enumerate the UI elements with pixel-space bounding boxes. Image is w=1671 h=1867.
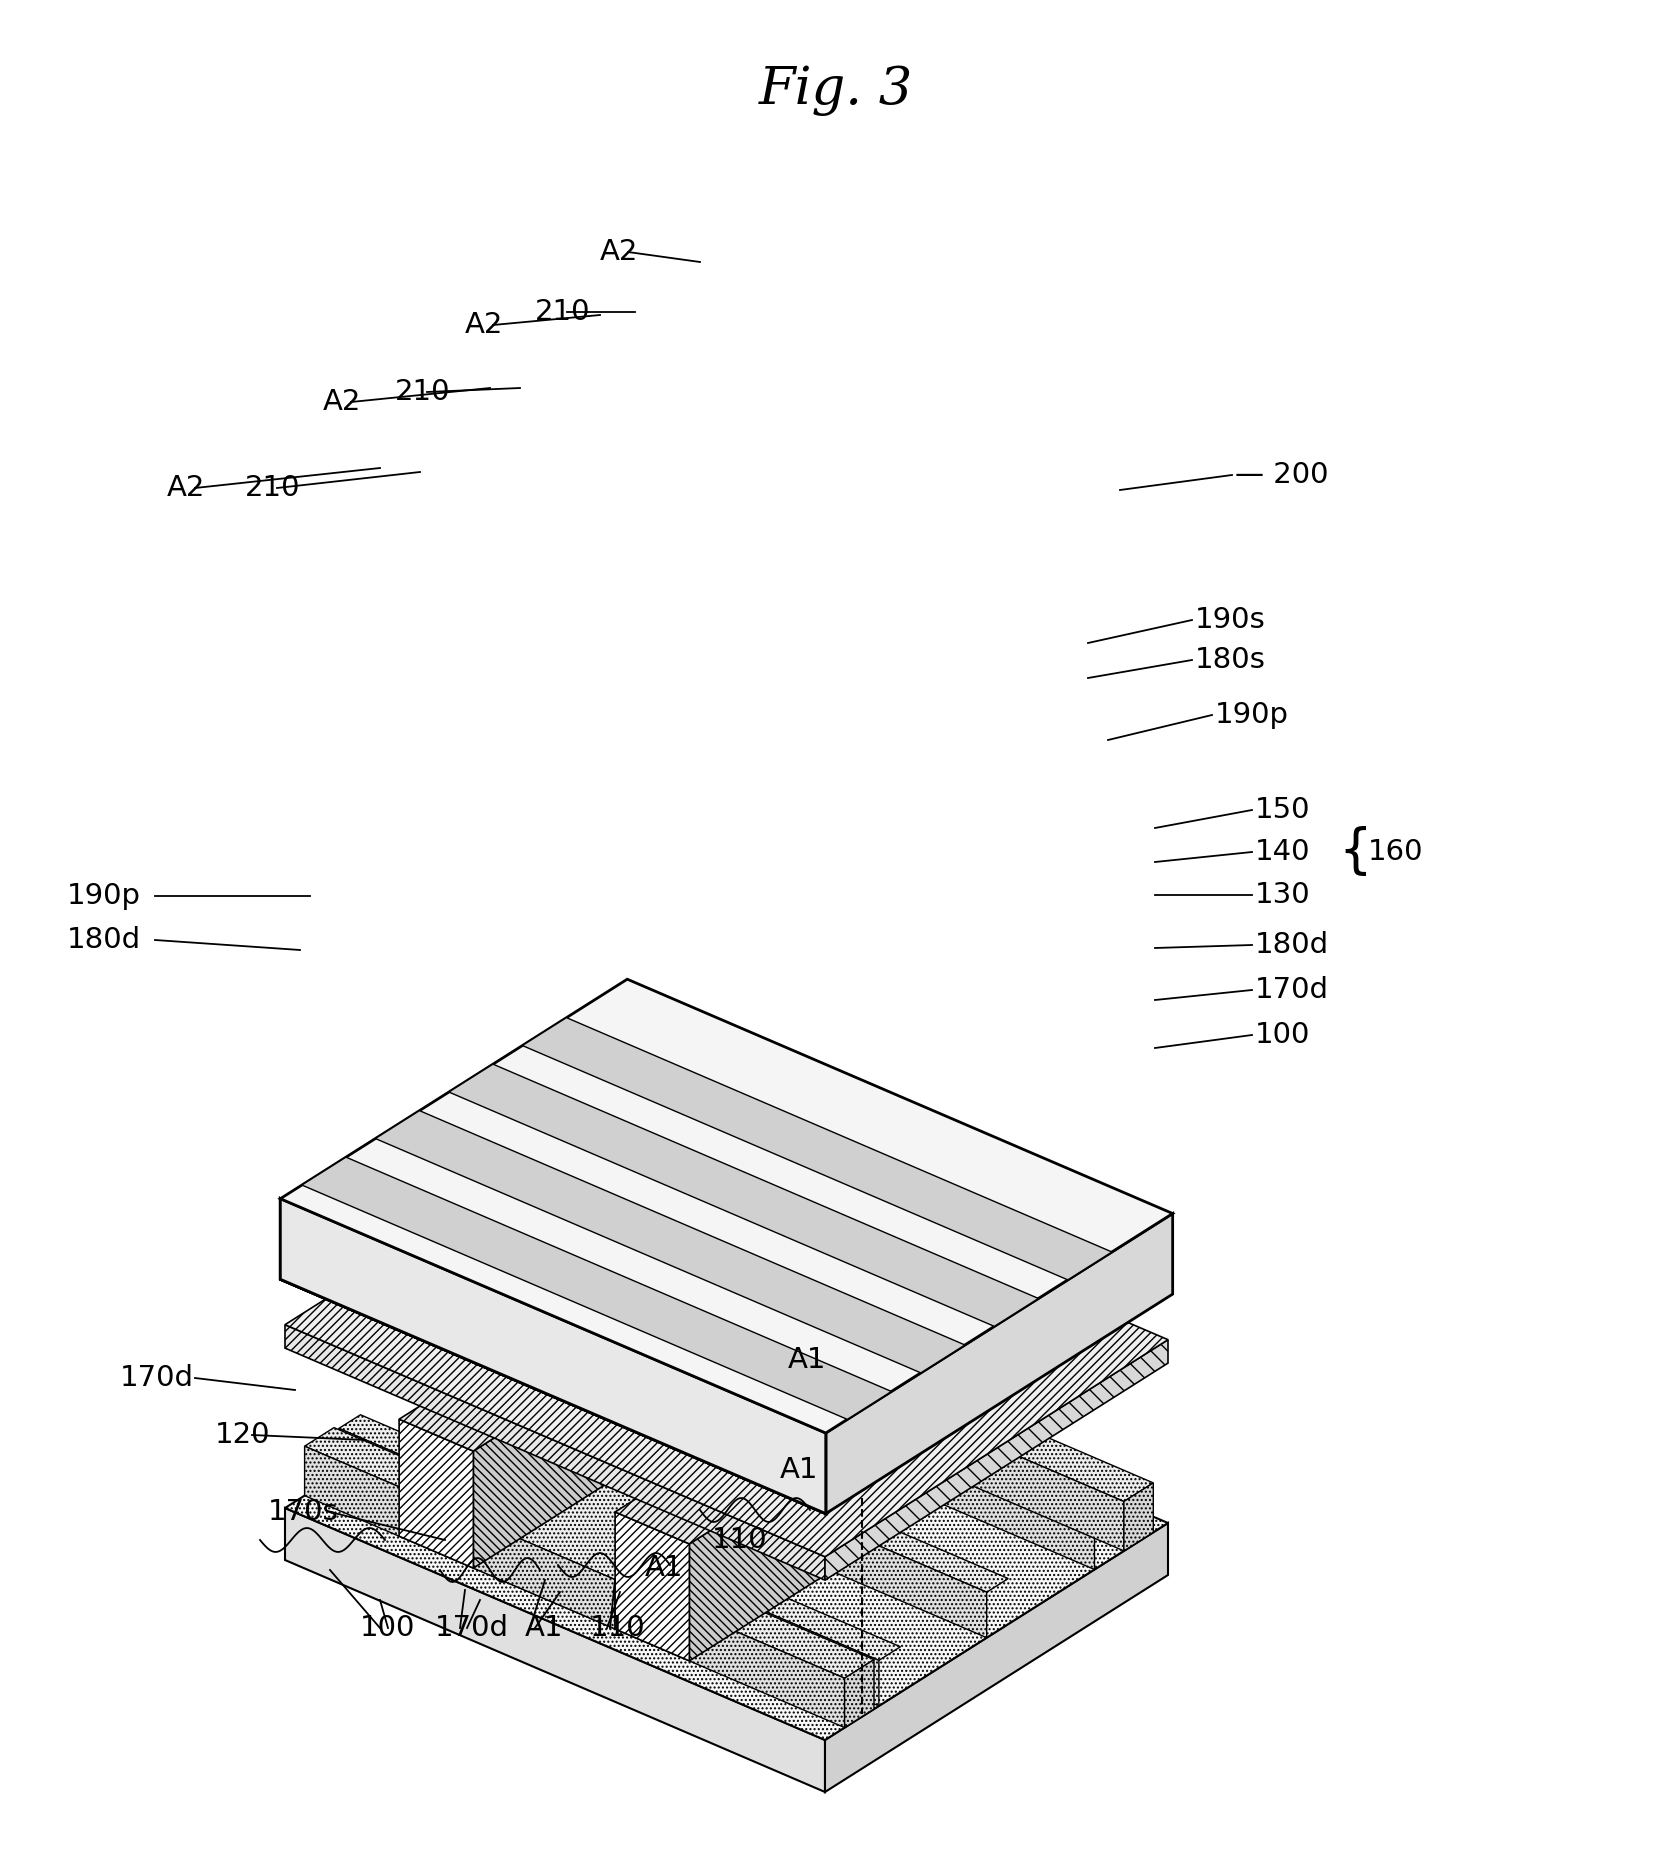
Polygon shape	[757, 1393, 817, 1454]
Polygon shape	[866, 1326, 926, 1387]
Text: 110: 110	[712, 1525, 767, 1553]
Text: A2: A2	[600, 237, 638, 265]
Polygon shape	[650, 1439, 745, 1486]
Polygon shape	[434, 1369, 493, 1430]
Polygon shape	[866, 1303, 961, 1350]
Polygon shape	[757, 1370, 852, 1419]
Polygon shape	[615, 1512, 690, 1662]
Text: 160: 160	[1369, 838, 1424, 866]
Text: 190s: 190s	[1195, 607, 1265, 635]
Polygon shape	[555, 1292, 1095, 1570]
Polygon shape	[304, 1428, 874, 1678]
Text: A2: A2	[323, 388, 361, 416]
Text: 140: 140	[1255, 838, 1310, 866]
Polygon shape	[650, 1232, 709, 1294]
Polygon shape	[602, 1303, 637, 1363]
Polygon shape	[281, 1199, 825, 1514]
Text: 120: 120	[216, 1421, 271, 1449]
Polygon shape	[817, 1397, 852, 1454]
Polygon shape	[376, 1111, 964, 1372]
Text: A2: A2	[167, 474, 206, 502]
Text: A2: A2	[465, 312, 503, 340]
Text: 180s: 180s	[1195, 646, 1267, 674]
Polygon shape	[304, 1447, 844, 1727]
Text: 110: 110	[590, 1613, 645, 1641]
Polygon shape	[703, 1227, 777, 1376]
Polygon shape	[709, 1236, 744, 1294]
Text: 170d: 170d	[434, 1613, 510, 1641]
Polygon shape	[302, 1158, 891, 1419]
Text: 100: 100	[359, 1613, 416, 1641]
Polygon shape	[541, 1301, 602, 1363]
Polygon shape	[690, 1352, 993, 1662]
Text: A1: A1	[525, 1613, 563, 1641]
Polygon shape	[541, 1279, 637, 1326]
Polygon shape	[286, 1290, 1168, 1740]
Text: 210: 210	[394, 377, 451, 405]
Polygon shape	[286, 1107, 1168, 1557]
Text: 180d: 180d	[1255, 932, 1328, 960]
Text: 210: 210	[535, 299, 590, 327]
Text: A1: A1	[645, 1553, 683, 1581]
Text: 170s: 170s	[267, 1497, 339, 1525]
Polygon shape	[926, 1327, 961, 1387]
Polygon shape	[281, 978, 1173, 1434]
Text: 100: 100	[1255, 1021, 1310, 1049]
Polygon shape	[434, 1346, 528, 1395]
Text: 190p: 190p	[1215, 700, 1288, 728]
Polygon shape	[583, 1251, 1153, 1501]
Polygon shape	[825, 1341, 1168, 1579]
Text: 130: 130	[1255, 881, 1310, 909]
Polygon shape	[523, 1018, 1111, 1281]
Polygon shape	[825, 1214, 1173, 1514]
Polygon shape	[650, 1210, 744, 1258]
Polygon shape	[473, 1518, 615, 1630]
Polygon shape	[286, 1509, 825, 1792]
Polygon shape	[399, 1419, 473, 1568]
Polygon shape	[844, 1660, 874, 1727]
Polygon shape	[493, 1372, 528, 1430]
Text: 150: 150	[1255, 795, 1310, 823]
Polygon shape	[1125, 1482, 1153, 1551]
Text: 170d: 170d	[1255, 976, 1328, 1004]
Polygon shape	[281, 1199, 825, 1514]
Text: — 200: — 200	[1235, 461, 1328, 489]
Polygon shape	[615, 1320, 993, 1544]
Polygon shape	[446, 1361, 986, 1637]
Polygon shape	[281, 1199, 825, 1514]
Polygon shape	[473, 1326, 919, 1579]
Polygon shape	[583, 1270, 1125, 1551]
Polygon shape	[449, 1064, 1038, 1326]
Polygon shape	[339, 1428, 879, 1706]
Text: {: {	[1338, 825, 1372, 877]
Text: 210: 210	[246, 474, 301, 502]
Polygon shape	[281, 1199, 825, 1514]
Polygon shape	[399, 1227, 777, 1451]
Polygon shape	[919, 1320, 993, 1469]
Text: Fig. 3: Fig. 3	[759, 65, 912, 116]
Text: 190p: 190p	[67, 881, 140, 909]
Polygon shape	[446, 1346, 1008, 1593]
Polygon shape	[650, 1462, 710, 1523]
Polygon shape	[615, 1387, 919, 1630]
Text: 170d: 170d	[120, 1365, 194, 1393]
Text: 180d: 180d	[67, 926, 140, 954]
Polygon shape	[286, 1326, 825, 1579]
Polygon shape	[339, 1415, 901, 1660]
Polygon shape	[710, 1464, 745, 1523]
Text: A1: A1	[789, 1346, 827, 1374]
Polygon shape	[825, 1523, 1168, 1792]
Polygon shape	[555, 1279, 1116, 1523]
Polygon shape	[473, 1258, 777, 1568]
Polygon shape	[281, 1199, 825, 1514]
Text: A1: A1	[780, 1456, 819, 1484]
